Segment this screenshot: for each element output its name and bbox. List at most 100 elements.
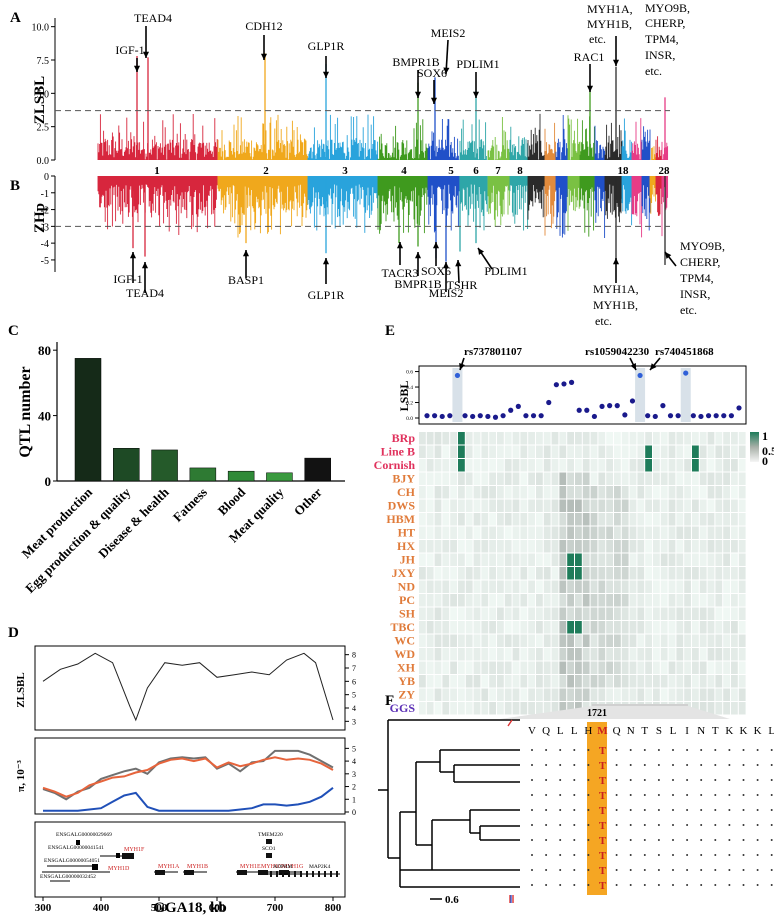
- heatmap-cell: [575, 567, 582, 580]
- alignment-dot: [573, 869, 576, 871]
- heatmap-cell: [660, 499, 668, 512]
- heatmap-cell: [707, 567, 715, 580]
- heatmap-cell: [426, 445, 434, 458]
- heatmap-cell: [520, 580, 528, 593]
- gene-exon: [92, 864, 98, 870]
- qtl-bar: [74, 358, 102, 482]
- panel-b-manhattan-bars: [217, 176, 309, 238]
- alignment-dot: [672, 824, 674, 826]
- heatmap-cell: [559, 432, 567, 445]
- heatmap-cell: [512, 594, 520, 607]
- alignment-dot: [700, 749, 703, 751]
- heatmap-cell: [504, 499, 512, 512]
- heatmap-cell: [637, 499, 645, 512]
- heatmap-cell: [731, 526, 738, 539]
- heatmap-cell: [723, 553, 730, 566]
- lsbl-point: [721, 413, 727, 419]
- heatmap-cell: [621, 432, 629, 445]
- gene-exon: [336, 871, 338, 877]
- heatmap-cell: [590, 580, 598, 593]
- heatmap-cell: [676, 648, 684, 661]
- heatmap-row-label: CH: [397, 485, 416, 499]
- heatmap-cell: [590, 472, 598, 485]
- qtl-bar: [266, 472, 293, 482]
- heatmap-cell: [699, 526, 707, 539]
- heatmap-cell: [738, 580, 746, 593]
- alignment-dot: [531, 809, 533, 811]
- panel-e-lsbl-box: [418, 365, 747, 425]
- panel-d-xtick-label: 600: [209, 902, 226, 914]
- heatmap-cell: [473, 513, 481, 526]
- heatmap-cell: [723, 526, 730, 539]
- lsbl-point: [660, 403, 666, 409]
- heatmap-cell: [442, 540, 450, 553]
- colorbar-tick-label: 0.5: [762, 444, 774, 458]
- gene-exon: [300, 871, 302, 877]
- heatmap-cell: [465, 648, 473, 661]
- heatmap-cell: [426, 472, 434, 485]
- heatmap-cell: [419, 594, 426, 607]
- heatmap-cell: [528, 432, 535, 445]
- heatmap-cell: [528, 459, 535, 472]
- heatmap-cell: [434, 580, 442, 593]
- heatmap-cell: [543, 607, 551, 620]
- alignment-dot: [531, 749, 533, 751]
- heatmap-cell: [614, 621, 621, 634]
- heatmap-cell: [582, 621, 590, 634]
- heatmap-cell: [559, 675, 567, 688]
- substitution-highlight: [587, 722, 607, 895]
- alignment-dot: [770, 869, 773, 871]
- annotation-myo9b-a: MYO9B,: [645, 1, 690, 15]
- heatmap-cell: [645, 580, 652, 593]
- heatmap-cell: [590, 648, 598, 661]
- heatmap-cell: [668, 526, 676, 539]
- heatmap-cell: [419, 432, 426, 445]
- heatmap-cell: [551, 661, 559, 674]
- qtl-bar: [151, 449, 178, 482]
- alignment-dot: [672, 749, 674, 751]
- heatmap-cell: [481, 634, 489, 647]
- heatmap-cell: [707, 607, 715, 620]
- panel-b-manhattan-bars: [555, 176, 569, 238]
- heatmap-cell: [676, 540, 684, 553]
- heatmap-cell: [426, 540, 434, 553]
- heatmap-cell: [590, 675, 598, 688]
- heatmap-cell: [707, 526, 715, 539]
- heatmap-cell: [715, 621, 723, 634]
- heatmap-cell: [497, 459, 504, 472]
- heatmap-cell: [450, 594, 457, 607]
- heatmap-cell: [520, 688, 528, 701]
- alignment-dot: [545, 779, 548, 781]
- alignment-dot: [545, 809, 548, 811]
- heatmap-cell: [731, 567, 738, 580]
- sequence-residue: K: [725, 725, 733, 737]
- heatmap-cell: [512, 634, 520, 647]
- annotation-arrow-head: [650, 363, 657, 370]
- heatmap-cell: [559, 472, 567, 485]
- heatmap-cell: [512, 648, 520, 661]
- panel-b-manhattan-bars: [544, 176, 556, 236]
- alignment-dot: [714, 869, 717, 871]
- heatmap-cell: [699, 513, 707, 526]
- heatmap-cell: [645, 675, 652, 688]
- heatmap-cell: [676, 661, 684, 674]
- heatmap-cell: [653, 661, 660, 674]
- panel-c-ytick-label: 80: [38, 343, 51, 358]
- heatmap-cell: [606, 540, 613, 553]
- heatmap-cell: [551, 648, 559, 661]
- heatmap-cell: [621, 648, 629, 661]
- heatmap-cell: [575, 648, 582, 661]
- panel-label-d: D: [8, 625, 19, 641]
- alignment-dot: [770, 839, 773, 841]
- heatmap-cell: [660, 594, 668, 607]
- heatmap-cell: [723, 702, 730, 715]
- gene-label-red: MYH1D: [108, 866, 130, 872]
- heatmap-cell: [489, 594, 496, 607]
- heatmap-cell: [551, 594, 559, 607]
- lsbl-point: [454, 372, 461, 379]
- heatmap-cell: [606, 621, 613, 634]
- heatmap-cell: [660, 459, 668, 472]
- alignment-dot: [587, 749, 590, 751]
- heatmap-cell: [559, 580, 567, 593]
- alignment-dot: [700, 794, 703, 796]
